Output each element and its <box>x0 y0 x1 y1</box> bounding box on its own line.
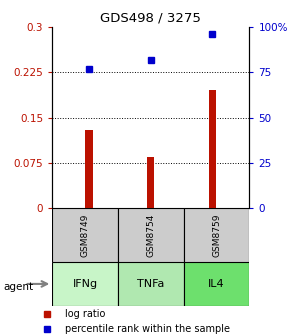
Bar <box>147 157 155 208</box>
Text: TNFa: TNFa <box>137 279 164 289</box>
Bar <box>118 208 184 262</box>
Bar <box>86 130 93 208</box>
Bar <box>118 262 184 306</box>
Title: GDS498 / 3275: GDS498 / 3275 <box>100 11 201 24</box>
Text: percentile rank within the sample: percentile rank within the sample <box>65 324 230 334</box>
Bar <box>184 208 249 262</box>
Bar <box>52 262 118 306</box>
Text: GSM8754: GSM8754 <box>146 213 155 257</box>
Bar <box>209 90 216 208</box>
Bar <box>184 262 249 306</box>
Text: GSM8759: GSM8759 <box>212 213 221 257</box>
Bar <box>52 208 118 262</box>
Text: IL4: IL4 <box>208 279 225 289</box>
Text: log ratio: log ratio <box>65 309 105 319</box>
Text: IFNg: IFNg <box>72 279 98 289</box>
Text: agent: agent <box>3 282 33 292</box>
Text: GSM8749: GSM8749 <box>81 213 90 257</box>
